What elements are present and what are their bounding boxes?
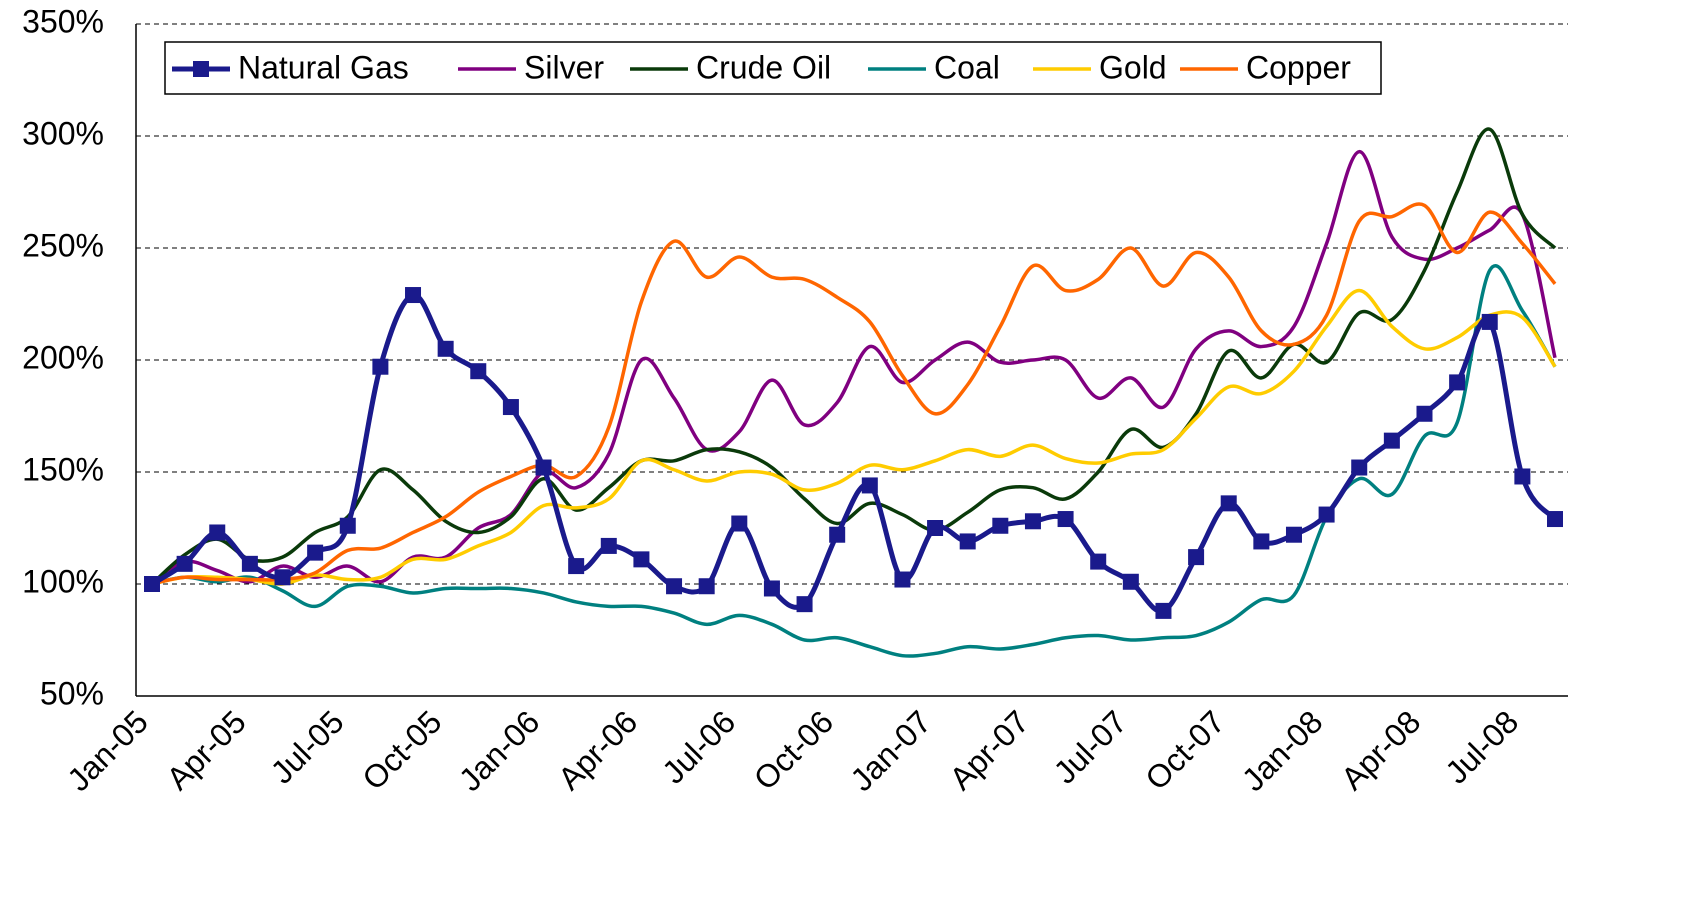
data-point [339,517,356,534]
x-tick-label: Apr-05 [159,703,252,796]
x-tick-label: Jul-08 [1438,703,1525,790]
data-point [959,533,976,550]
legend-marker [193,61,209,77]
data-point [535,459,552,476]
data-point [1253,533,1270,550]
x-tick-label: Apr-07 [943,703,1036,796]
legend-box [164,41,1382,95]
data-point [763,580,780,597]
data-point [1383,432,1400,449]
x-tick-label: Oct-06 [747,703,840,796]
series-line [150,149,1557,586]
data-point [1155,602,1172,619]
data-point [209,524,226,541]
data-point [731,515,748,532]
x-tick-label: Apr-06 [551,703,644,796]
x-tick-label: Jan-06 [452,703,547,798]
data-point [992,517,1009,534]
y-tick-label: 150% [22,451,104,487]
data-point [1220,495,1237,512]
x-tick-label: Jan-08 [1235,703,1330,798]
data-point [1449,374,1466,391]
x-tick-label: Oct-05 [355,703,448,796]
x-tick-label: Jul-05 [264,703,351,790]
x-tick-label: Jul-06 [655,703,742,790]
data-point [1090,553,1107,570]
legend-label: Natural Gas [238,49,409,85]
series-line [150,292,1557,614]
data-point [894,571,911,588]
data-point [372,358,389,375]
x-tick-label: Jul-07 [1047,703,1134,790]
data-point [1416,405,1433,422]
data-point [600,537,617,554]
data-point [666,578,683,595]
data-point [470,363,487,380]
data-point [176,555,193,572]
data-point [1351,459,1368,476]
data-point [1481,313,1498,330]
legend-label: Crude Oil [696,49,831,85]
y-tick-label: 250% [22,227,104,263]
data-point [1547,511,1563,528]
data-point [861,477,878,494]
data-point [1122,573,1139,590]
x-tick-label: Jan-05 [60,703,155,798]
data-point [1318,506,1335,523]
data-point [274,569,291,586]
x-tick-label: Apr-08 [1334,703,1427,796]
data-point [1285,526,1302,543]
series-line [151,202,1557,586]
data-point [241,555,258,572]
y-tick-label: 300% [22,115,104,151]
data-point [1188,549,1205,566]
data-point [405,287,422,304]
series-line [150,127,1557,586]
data-point [144,576,160,592]
x-tick-label: Oct-07 [1138,703,1231,796]
data-point [698,578,715,595]
legend-label: Silver [524,49,604,85]
series-line [151,288,1557,586]
data-point [829,526,846,543]
data-point [568,558,585,575]
data-point [796,596,813,613]
legend-label: Gold [1099,49,1167,85]
y-tick-label: 200% [22,339,104,375]
x-tick-label: Jan-07 [843,703,938,798]
data-point [1057,511,1074,528]
data-point [927,520,944,536]
y-tick-label: 100% [22,563,104,599]
data-point [1024,513,1041,530]
y-tick-label: 350% [22,3,104,39]
data-point [437,340,454,357]
data-point [633,551,650,568]
legend-label: Coal [934,49,1000,85]
data-point [307,544,324,561]
data-point [1514,468,1531,485]
y-tick-label: 50% [40,675,104,711]
legend-label: Copper [1246,49,1351,85]
data-point [502,399,519,416]
